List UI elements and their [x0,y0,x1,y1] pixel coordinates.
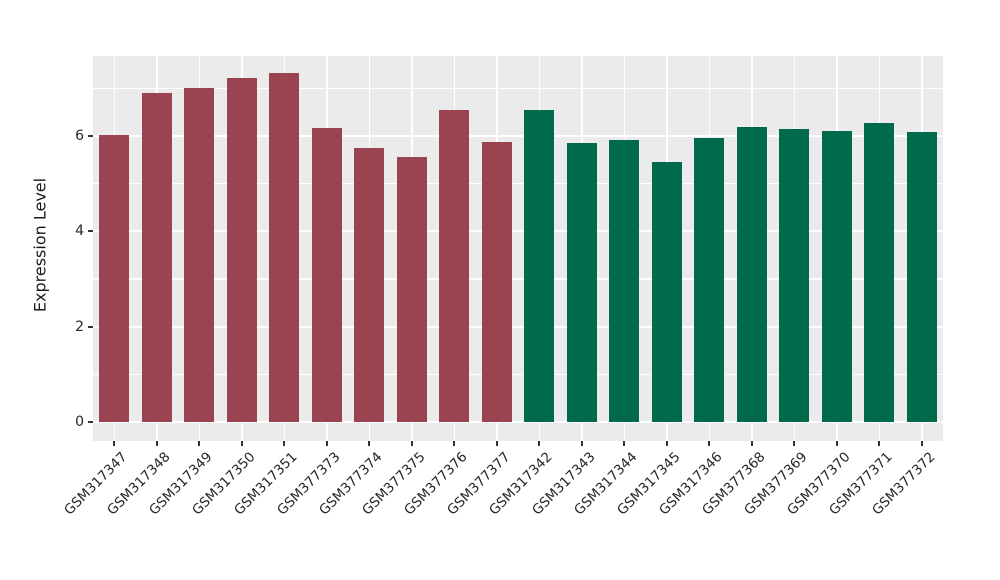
bar-GSM317343 [566,142,597,422]
bar-GSM377371 [864,122,895,422]
x-tick-mark-GSM317349 [198,441,201,446]
gridline-horizontal-7 [93,87,943,89]
x-tick-mark-GSM377371 [878,441,881,446]
y-tick-mark-2 [88,325,93,328]
y-tick-label-6: 6 [75,127,84,144]
x-tick-mark-GSM377369 [793,441,796,446]
bar-GSM317347 [99,134,130,422]
bar-GSM317348 [141,92,172,422]
gridline-horizontal-3 [93,278,943,280]
x-tick-mark-GSM377372 [920,441,923,446]
bar-GSM377370 [821,131,852,422]
x-tick-mark-GSM377370 [835,441,838,446]
bar-GSM317346 [694,137,725,422]
y-axis-title: Expression Level [30,177,50,313]
x-tick-mark-GSM317343 [580,441,583,446]
x-tick-mark-GSM377374 [368,441,371,446]
bar-GSM317349 [184,87,215,422]
x-tick-mark-GSM377376 [453,441,456,446]
gridline-horizontal-2 [93,325,943,328]
x-tick-mark-GSM317348 [155,441,158,446]
bar-GSM317345 [651,161,682,422]
bar-GSM377375 [396,156,427,422]
bar-GSM377376 [439,109,470,422]
x-tick-mark-GSM377375 [410,441,413,446]
bar-GSM317344 [609,140,640,422]
x-tick-mark-GSM377373 [325,441,328,446]
x-tick-mark-GSM317351 [283,441,286,446]
y-tick-label-2: 2 [75,318,84,335]
x-tick-mark-GSM317346 [708,441,711,446]
gridline-horizontal-6 [93,134,943,137]
x-tick-mark-GSM377368 [750,441,753,446]
bar-GSM317342 [524,110,555,422]
y-tick-mark-6 [88,134,93,137]
gridline-horizontal-0 [93,421,943,423]
bar-GSM377368 [736,126,767,422]
bar-GSM317350 [226,77,257,422]
gridline-horizontal-4 [93,230,943,233]
bar-GSM377377 [481,142,512,422]
x-tick-mark-GSM317347 [113,441,116,446]
bar-GSM377372 [906,131,937,422]
x-tick-mark-GSM317342 [538,441,541,446]
x-tick-mark-GSM317344 [623,441,626,446]
y-tick-label-0: 0 [75,414,84,430]
bar-GSM377373 [311,127,342,422]
y-tick-label-4: 4 [75,223,84,240]
x-tick-mark-GSM317350 [240,441,243,446]
y-tick-mark-4 [88,230,93,233]
plot-panel [93,56,943,441]
gridline-horizontal-1 [93,373,943,375]
bar-GSM377374 [354,147,385,422]
x-tick-mark-GSM317345 [665,441,668,446]
bar-GSM317351 [269,72,300,422]
gridline-horizontal-5 [93,183,943,185]
y-tick-mark-0 [88,421,93,423]
bar-GSM377369 [779,128,810,422]
x-tick-mark-GSM377377 [495,441,498,446]
